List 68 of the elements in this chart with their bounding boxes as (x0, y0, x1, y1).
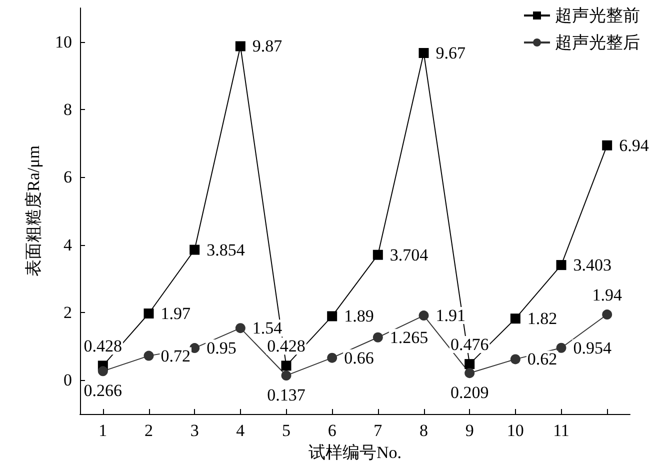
data-label: 3.403 (573, 256, 612, 275)
legend-label: 超声光整前 (555, 6, 640, 25)
data-label: 6.94 (619, 136, 650, 155)
x-tick-label: 7 (374, 421, 383, 440)
legend-label: 超声光整后 (555, 33, 640, 52)
point (235, 41, 246, 52)
x-tick-label: 6 (328, 421, 336, 440)
data-label: 0.428 (267, 336, 306, 356)
point (510, 354, 520, 364)
data-label: 1.91 (436, 306, 466, 326)
x-tick-label: 3 (190, 421, 199, 440)
point (556, 342, 566, 353)
point (556, 260, 566, 270)
x-tick-label: 8 (420, 421, 428, 440)
data-label: 3.854 (206, 240, 246, 260)
y-axis-title: 表面粗糙度Ra/μm (24, 146, 43, 276)
point (235, 323, 246, 334)
data-label: 0.66 (344, 348, 374, 368)
data-label: 1.94 (592, 286, 622, 305)
data-label: 1.54 (252, 318, 283, 338)
data-label: 0.62 (527, 350, 558, 369)
data-label: 0.72 (160, 346, 190, 366)
y-tick-label: 6 (64, 168, 72, 187)
point (327, 352, 338, 363)
x-tick-label: 9 (465, 421, 474, 440)
point (602, 140, 612, 150)
point (510, 314, 520, 324)
point (327, 311, 338, 322)
point (144, 308, 154, 319)
y-tick-label: 0 (64, 370, 72, 390)
y-tick-label: 4 (64, 235, 72, 254)
data-label: 3.704 (390, 245, 429, 264)
point (464, 368, 475, 378)
x-axis-title: 试样编号No. (308, 442, 402, 462)
data-label: 9.87 (252, 36, 283, 56)
x-tick-label: 5 (282, 421, 290, 440)
y-tick-label: 2 (64, 303, 72, 322)
y-tick-label: 10 (55, 32, 72, 52)
data-label: 0.476 (450, 335, 489, 354)
point (98, 366, 108, 376)
data-label: 9.67 (436, 44, 466, 62)
point (418, 310, 429, 321)
data-label: 1.89 (344, 306, 374, 326)
point (602, 310, 612, 320)
x-tick-label: 10 (506, 421, 524, 440)
data-label: 0.954 (573, 338, 612, 358)
data-label: 0.428 (84, 336, 122, 356)
x-tick-label: 4 (236, 421, 246, 440)
point (372, 250, 383, 260)
point (190, 343, 200, 354)
data-label: 1.97 (160, 304, 191, 324)
data-label: 0.266 (84, 381, 122, 400)
point (281, 370, 292, 381)
point (190, 244, 200, 255)
y-tick-label: 8 (64, 100, 72, 119)
data-label: 1.82 (527, 309, 558, 328)
x-tick-label: 1 (98, 421, 108, 440)
point (418, 48, 429, 58)
x-tick-label: 2 (144, 421, 153, 440)
data-label: 1.265 (390, 328, 428, 347)
x-tick-label: 11 (553, 421, 570, 440)
point (372, 332, 383, 342)
data-label: 0.137 (267, 386, 306, 405)
point (281, 360, 292, 371)
data-label: 0.95 (206, 338, 236, 358)
point (144, 350, 154, 361)
point (464, 359, 475, 370)
data-label: 0.209 (450, 383, 489, 402)
